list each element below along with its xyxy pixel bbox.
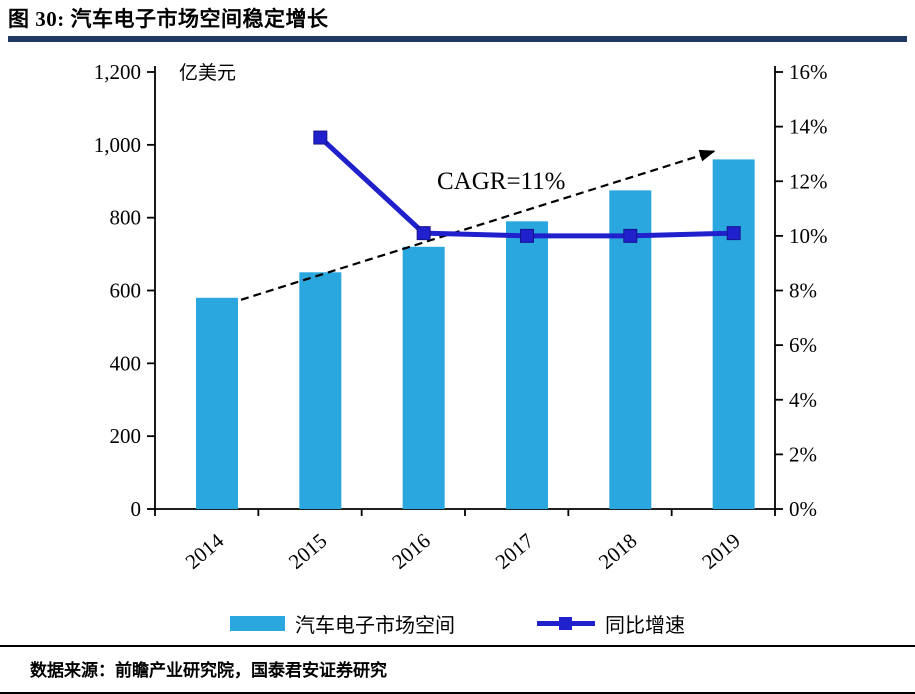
svg-text:800: 800 xyxy=(110,206,142,230)
legend-item-market-size: 汽车电子市场空间 xyxy=(230,609,455,638)
growth-line-markers xyxy=(313,130,741,243)
legend-line-marker-icon xyxy=(559,616,572,630)
svg-text:200: 200 xyxy=(110,424,142,448)
svg-text:2017: 2017 xyxy=(491,528,539,573)
legend-line-label: 同比增速 xyxy=(605,614,685,637)
svg-text:0: 0 xyxy=(131,497,142,521)
svg-text:14%: 14% xyxy=(789,115,828,139)
bar-2017 xyxy=(506,221,548,509)
line-marker-icon xyxy=(726,226,741,241)
chart-legend: 汽车电子市场空间 同比增速 xyxy=(0,606,915,640)
bar-2018 xyxy=(609,190,652,509)
svg-text:6%: 6% xyxy=(789,333,817,357)
svg-text:1,200: 1,200 xyxy=(94,60,141,84)
line-marker-icon xyxy=(623,228,638,243)
cagr-annotation: CAGR=11% xyxy=(437,168,565,195)
svg-text:1,000: 1,000 xyxy=(94,133,141,157)
data-source-text: 数据来源：前瞻产业研究院，国泰君安证券研究 xyxy=(30,661,387,680)
title-rule xyxy=(8,36,907,42)
line-marker-icon xyxy=(313,130,328,145)
svg-text:10%: 10% xyxy=(789,224,828,248)
svg-text:2016: 2016 xyxy=(387,528,435,573)
bar-series xyxy=(196,159,755,510)
y-axis-left: 0 200 400 600 800 1,000 1,200 亿美元 xyxy=(94,60,236,521)
svg-text:4%: 4% xyxy=(789,388,817,412)
legend-bar-label: 汽车电子市场空间 xyxy=(295,614,455,637)
x-axis-labels: 2014 2015 2016 2017 2018 2019 xyxy=(181,528,745,574)
svg-text:2019: 2019 xyxy=(697,528,745,573)
svg-text:2018: 2018 xyxy=(594,528,642,573)
svg-text:2014: 2014 xyxy=(181,528,229,574)
y-axis-right: 0% 2% 4% 6% 8% 10% 12% 14% 16% xyxy=(775,60,828,521)
svg-text:2%: 2% xyxy=(789,442,817,466)
bar-2016 xyxy=(402,246,445,510)
line-marker-icon xyxy=(520,228,534,243)
bar-2015 xyxy=(299,272,342,509)
figure-title: 图 30: 汽车电子市场空间稳定增长 xyxy=(8,7,329,31)
left-axis-unit-label: 亿美元 xyxy=(179,62,236,84)
bar-2014 xyxy=(196,297,238,509)
bar-2019 xyxy=(712,159,755,509)
bar-line-chart: 0 200 400 600 800 1,000 1,200 亿美元 0% 2% 4% 6% 8% 10% 1… xyxy=(94,60,828,574)
svg-text:12%: 12% xyxy=(789,169,828,193)
svg-text:8%: 8% xyxy=(789,279,817,303)
cagr-trend-arrow xyxy=(240,149,716,301)
svg-text:400: 400 xyxy=(110,351,142,375)
svg-text:600: 600 xyxy=(110,279,142,303)
legend-bar-swatch xyxy=(230,615,285,631)
figure-header: 图 30: 汽车电子市场空间稳定增长 xyxy=(0,0,915,42)
source-footer: 数据来源：前瞻产业研究院，国泰君安证券研究 xyxy=(0,645,915,694)
svg-text:2015: 2015 xyxy=(284,528,332,573)
svg-text:16%: 16% xyxy=(789,60,828,84)
axes xyxy=(154,66,776,516)
legend-line-swatch xyxy=(537,616,595,630)
line-marker-icon xyxy=(416,226,431,241)
legend-item-growth: 同比增速 xyxy=(537,609,685,638)
svg-text:0%: 0% xyxy=(789,497,817,521)
